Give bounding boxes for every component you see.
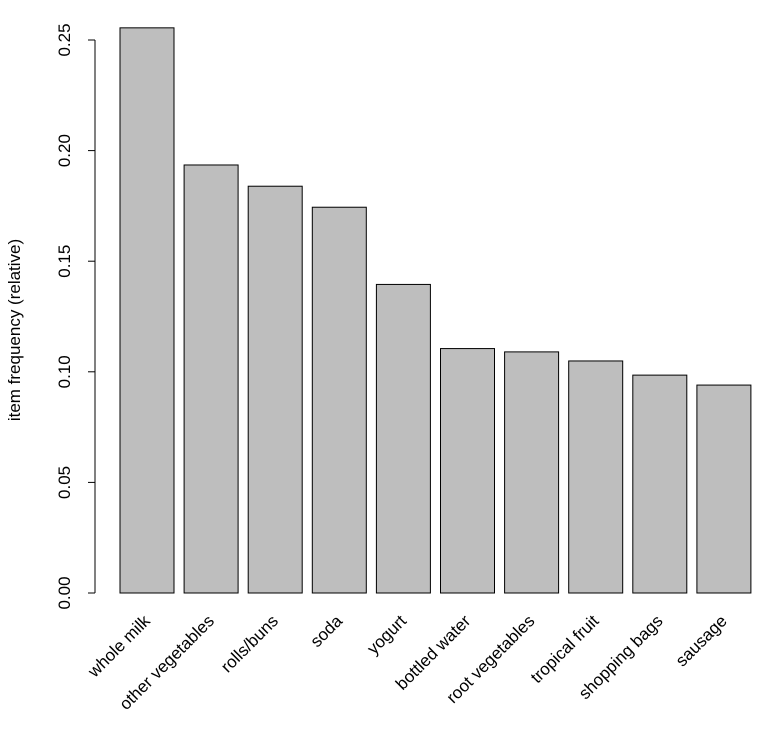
bar: [247, 185, 303, 594]
y-tick-label: 0.10: [55, 355, 74, 388]
y-tick-label: 0.15: [55, 245, 74, 278]
y-tick-label: 0.05: [55, 466, 74, 499]
x-tick-label: soda: [307, 611, 347, 651]
y-tick-label: 0.00: [55, 576, 74, 609]
bar: [375, 283, 431, 594]
bar: [632, 374, 688, 594]
bar: [568, 360, 624, 594]
bar: [119, 27, 175, 594]
bar: [504, 351, 560, 594]
bar: [696, 384, 752, 594]
x-tick-label: sausage: [672, 611, 731, 670]
bar: [440, 348, 495, 594]
y-axis: 0.00 0.05 0.10 0.15 0.20 0.25: [55, 23, 96, 610]
y-tick-label: 0.20: [55, 134, 74, 167]
bar: [311, 206, 367, 594]
bars: [119, 27, 752, 594]
y-tick-label: 0.25: [55, 23, 74, 56]
bar: [183, 164, 239, 594]
x-tick-label: yogurt: [363, 611, 410, 658]
y-axis-label: item frequency (relative): [5, 239, 24, 421]
x-tick-label: rolls/buns: [217, 611, 282, 676]
